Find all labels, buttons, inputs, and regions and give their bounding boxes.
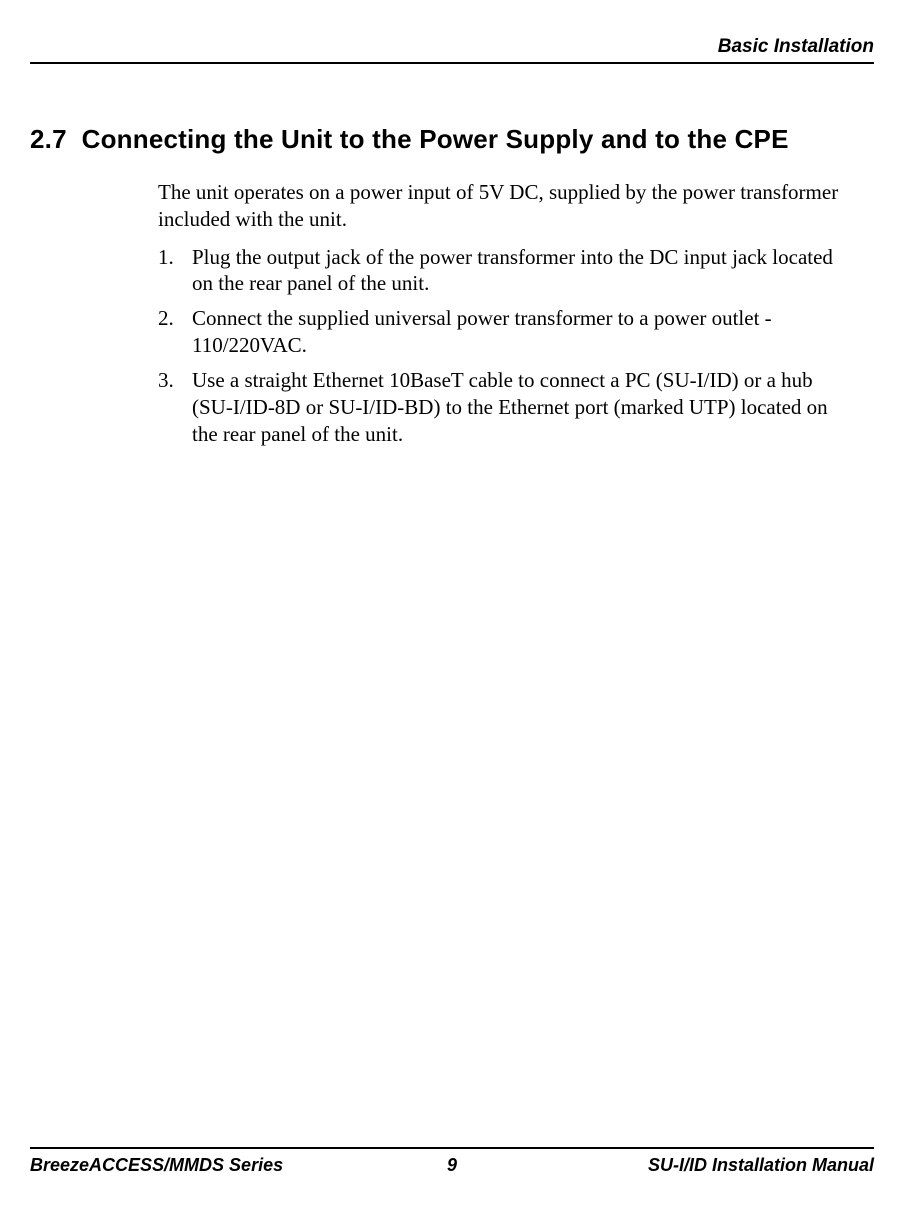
chapter-title: Basic Installation (718, 36, 874, 58)
footer-series: BreezeACCESS/MMDS Series (30, 1155, 311, 1176)
intro-paragraph: The unit operates on a power input of 5V… (158, 179, 858, 234)
page-header: Basic Installation (30, 36, 874, 64)
ordered-list: 1. Plug the output jack of the power tra… (158, 244, 858, 448)
list-text: Use a straight Ethernet 10BaseT cable to… (192, 367, 858, 448)
section-heading: 2.7 Connecting the Unit to the Power Sup… (30, 124, 874, 155)
section-number: 2.7 (30, 124, 67, 154)
list-text: Connect the supplied universal power tra… (192, 305, 858, 359)
content-area: 2.7 Connecting the Unit to the Power Sup… (30, 124, 874, 1147)
page-footer: BreezeACCESS/MMDS Series 9 SU-I/ID Insta… (30, 1147, 874, 1176)
list-item: 3. Use a straight Ethernet 10BaseT cable… (158, 367, 858, 448)
list-number: 3. (158, 367, 192, 448)
page-container: Basic Installation 2.7 Connecting the Un… (0, 0, 904, 1216)
list-number: 2. (158, 305, 192, 359)
section-title: Connecting the Unit to the Power Supply … (82, 124, 789, 154)
list-item: 1. Plug the output jack of the power tra… (158, 244, 858, 298)
list-number: 1. (158, 244, 192, 298)
footer-page-number: 9 (311, 1155, 592, 1176)
list-text: Plug the output jack of the power transf… (192, 244, 858, 298)
list-item: 2. Connect the supplied universal power … (158, 305, 858, 359)
footer-manual-name: SU-I/ID Installation Manual (593, 1155, 874, 1176)
